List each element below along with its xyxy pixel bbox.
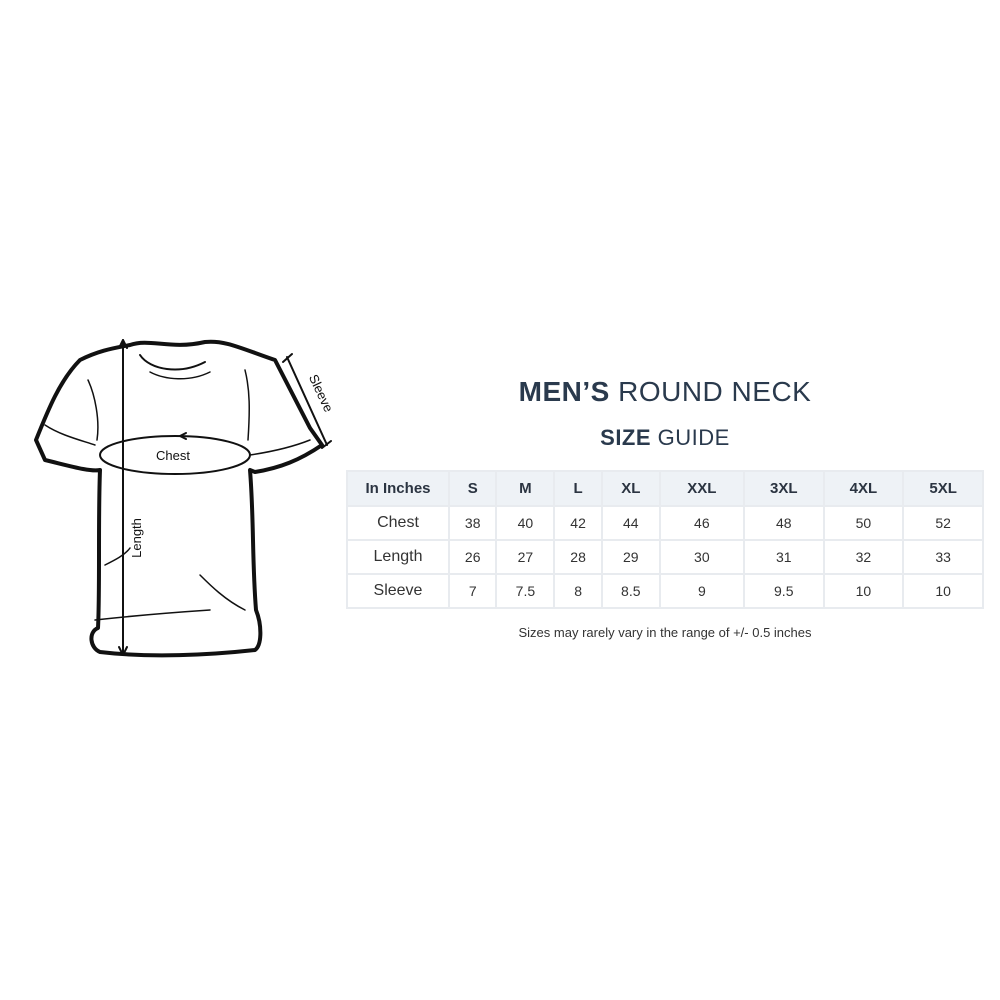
row-label: Length — [346, 539, 450, 575]
table-cell: 8 — [553, 573, 603, 609]
table-cell: 48 — [742, 505, 825, 541]
table-cell: 27 — [495, 539, 556, 575]
page-subtitle: SIZE GUIDE — [346, 425, 984, 451]
row-label: Sleeve — [346, 573, 450, 609]
table-cell: 9.5 — [742, 573, 825, 609]
table-cell: 38 — [447, 505, 498, 541]
table-cell: 28 — [553, 539, 603, 575]
length-label: Length — [129, 518, 144, 558]
table-cell: 7 — [447, 573, 498, 609]
subtitle-bold: SIZE — [600, 425, 652, 450]
header-size: 4XL — [822, 470, 905, 507]
table-header-row: In Inches S M L XL XXL 3XL 4XL 5XL — [346, 470, 984, 507]
table-row: Sleeve 7 7.5 8 8.5 9 9.5 10 10 — [346, 573, 984, 609]
table-cell: 30 — [658, 539, 745, 575]
table-cell: 42 — [553, 505, 603, 541]
table-cell: 29 — [600, 539, 661, 575]
table-cell: 40 — [495, 505, 556, 541]
table-cell: 32 — [822, 539, 905, 575]
tshirt-illustration: Chest Length Sleeve — [34, 339, 336, 658]
table-row: Chest 38 40 42 44 46 48 50 52 — [346, 505, 984, 541]
size-table: In Inches S M L XL XXL 3XL 4XL 5XL Chest 38 40 42 44… — [346, 470, 984, 609]
table-cell: 46 — [658, 505, 745, 541]
header-size: 5XL — [902, 470, 984, 507]
header-size: XL — [600, 470, 661, 507]
header-size: S — [447, 470, 498, 507]
table-row: Length 26 27 28 29 30 31 32 33 — [346, 539, 984, 575]
table-cell: 8.5 — [600, 573, 661, 609]
table-cell: 9 — [658, 573, 745, 609]
sleeve-measure-arrow — [286, 356, 328, 446]
subtitle-light: GUIDE — [657, 425, 730, 450]
shirt-outline — [34, 339, 324, 658]
table-cell: 44 — [600, 505, 661, 541]
table-cell: 50 — [822, 505, 905, 541]
row-label: Chest — [346, 505, 450, 541]
header-unit: In Inches — [346, 470, 450, 507]
title-bold: MEN’S — [518, 376, 610, 407]
header-size: 3XL — [742, 470, 825, 507]
title-light: ROUND NECK — [618, 376, 812, 407]
table-cell: 10 — [902, 573, 984, 609]
chest-label: Chest — [156, 448, 190, 463]
table-cell: 26 — [447, 539, 498, 575]
table-cell: 33 — [902, 539, 984, 575]
header-size: M — [495, 470, 556, 507]
table-cell: 52 — [902, 505, 984, 541]
table-cell: 10 — [822, 573, 905, 609]
size-variance-note: Sizes may rarely vary in the range of +/… — [518, 625, 812, 640]
table-cell: 31 — [742, 539, 825, 575]
chest-measure-ellipse — [99, 435, 251, 475]
table-cell: 7.5 — [495, 573, 556, 609]
header-size: L — [553, 470, 603, 507]
header-size: XXL — [658, 470, 745, 507]
page-title: MEN’S ROUND NECK — [346, 376, 984, 408]
